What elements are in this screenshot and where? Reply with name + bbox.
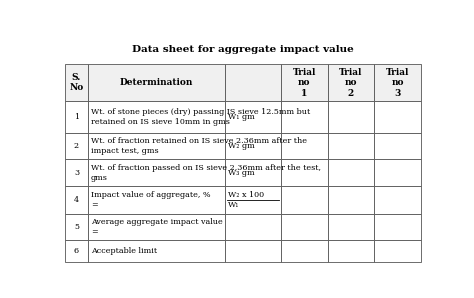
Bar bbox=[65, 101, 88, 133]
Text: Trial
no
3: Trial no 3 bbox=[386, 68, 410, 98]
Text: 6: 6 bbox=[74, 247, 79, 255]
Bar bbox=[65, 159, 88, 186]
Bar bbox=[281, 240, 328, 262]
Bar bbox=[88, 240, 225, 262]
Text: 4: 4 bbox=[74, 196, 79, 204]
Text: Wt. of stone pieces (dry) passing IS sieve 12.5mm but
retained on IS sieve 10mm : Wt. of stone pieces (dry) passing IS sie… bbox=[91, 108, 310, 126]
Text: W₃ gm: W₃ gm bbox=[228, 169, 255, 177]
Bar bbox=[65, 64, 88, 101]
Text: W₁: W₁ bbox=[228, 201, 239, 209]
Bar bbox=[374, 240, 421, 262]
Text: Wt. of fraction passed on IS sieve 2.36mm after the test,
gms: Wt. of fraction passed on IS sieve 2.36m… bbox=[91, 164, 321, 182]
Bar bbox=[65, 240, 88, 262]
Text: Data sheet for aggregate impact value: Data sheet for aggregate impact value bbox=[132, 45, 354, 54]
Text: 3: 3 bbox=[74, 169, 79, 177]
Text: 5: 5 bbox=[74, 223, 79, 231]
Text: Acceptable limit: Acceptable limit bbox=[91, 247, 157, 255]
Text: W₁ gm: W₁ gm bbox=[228, 113, 255, 121]
Text: Trial
no
2: Trial no 2 bbox=[339, 68, 363, 98]
Text: Trial
no
1: Trial no 1 bbox=[292, 68, 316, 98]
Text: Impact value of aggregate, %
=: Impact value of aggregate, % = bbox=[91, 191, 210, 209]
Text: W₂ x 100: W₂ x 100 bbox=[228, 191, 264, 199]
Text: 1: 1 bbox=[74, 113, 79, 121]
Bar bbox=[328, 240, 374, 262]
Text: W₂ gm: W₂ gm bbox=[228, 142, 255, 150]
Text: 2: 2 bbox=[74, 142, 79, 150]
Bar bbox=[65, 133, 88, 159]
Text: Average aggregate impact value
=: Average aggregate impact value = bbox=[91, 218, 222, 236]
Bar bbox=[65, 186, 88, 214]
Text: Wt. of fraction retained on IS sieve 2.36mm after the
impact test, gms: Wt. of fraction retained on IS sieve 2.3… bbox=[91, 137, 307, 155]
Text: S.
No: S. No bbox=[69, 73, 83, 92]
Text: Determination: Determination bbox=[120, 78, 193, 87]
Bar bbox=[225, 240, 281, 262]
Bar bbox=[65, 214, 88, 240]
